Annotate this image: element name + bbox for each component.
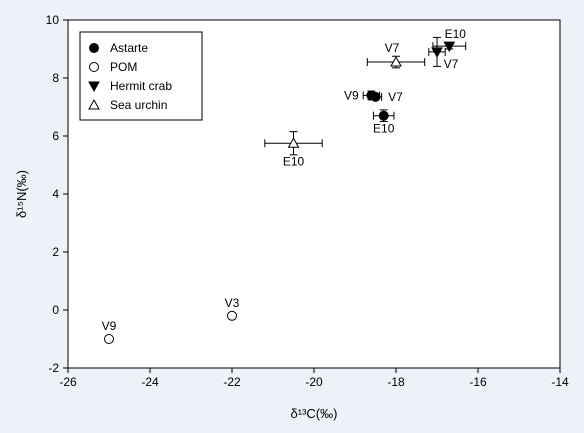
x-tick-label: -22 [223, 375, 241, 389]
y-tick-label: 0 [52, 303, 59, 317]
legend-label: Sea urchin [110, 98, 167, 112]
point-label: V3 [225, 296, 240, 310]
y-axis-title: δ¹⁵N(‰) [14, 170, 29, 218]
y-tick-label: 4 [52, 187, 59, 201]
y-tick-label: 2 [52, 245, 59, 259]
point-label: V9 [102, 319, 117, 333]
series-sea-urchin: V7 E10 [264, 41, 426, 168]
x-tick-label: -18 [387, 375, 405, 389]
y-tick-label: 8 [52, 71, 59, 85]
data-point [378, 110, 389, 121]
y-tick-label: 10 [46, 13, 60, 27]
data-point [227, 310, 237, 321]
x-tick-label: -20 [305, 375, 323, 389]
x-tick-label: -16 [469, 375, 487, 389]
data-point [431, 47, 443, 58]
point-label: V9 [344, 88, 359, 102]
point-label: E10 [373, 122, 395, 136]
data-point [370, 91, 381, 102]
series-pom: V9 V3 [102, 296, 240, 344]
legend-marker [89, 62, 99, 72]
series-astarte: V9 V7 E10 [344, 88, 403, 135]
x-tick-label: -14 [551, 375, 569, 389]
x-tick-label: -24 [141, 375, 159, 389]
point-label: E10 [445, 27, 467, 41]
series-hermit-crab: E10 V7 [428, 27, 467, 71]
legend-label: Astarte [110, 41, 148, 55]
y-tick-label: -2 [48, 361, 59, 375]
y-tick-label: 6 [52, 129, 59, 143]
x-tick-label: -26 [59, 375, 77, 389]
legend-label: POM [110, 60, 137, 74]
point-label: E10 [283, 154, 305, 168]
data-point [104, 334, 114, 344]
legend-marker [88, 98, 100, 110]
legend-marker [89, 43, 99, 53]
point-label: V7 [388, 90, 403, 104]
legend: Astarte POM Hermit crab Sea urchin [79, 31, 203, 121]
legend-marker [88, 81, 100, 93]
data-point [287, 137, 300, 148]
x-axis-title: δ¹³C(‰) [291, 406, 338, 421]
data-marks: V9 V7 E10 V9 V3 E10 V7 V7 E10 [102, 27, 467, 344]
point-label: V7 [385, 41, 400, 55]
point-label: V7 [444, 57, 459, 71]
data-point [443, 41, 456, 53]
data-point [390, 56, 402, 67]
legend-box [79, 31, 203, 121]
legend-label: Hermit crab [110, 79, 172, 93]
